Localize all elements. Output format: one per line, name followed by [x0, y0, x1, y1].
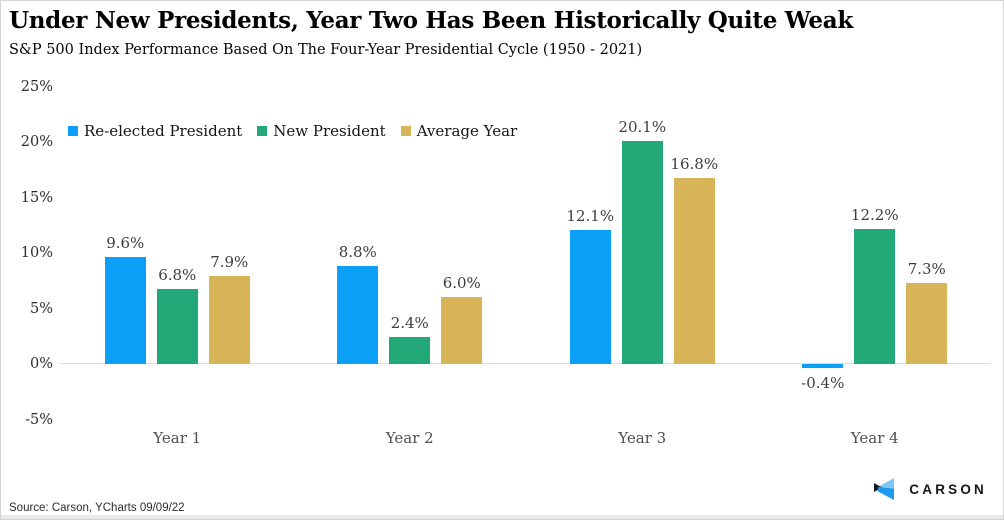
y-axis-tick-label: -5%: [25, 411, 53, 428]
bar-value-label: 6.8%: [158, 265, 197, 284]
bar-average-year-year-4: [906, 282, 948, 364]
brand-logo: CARSON: [874, 478, 987, 501]
chart-title: Under New Presidents, Year Two Has Been …: [9, 7, 853, 34]
bar-value-label: 7.3%: [907, 259, 946, 278]
bar-value-label: 20.1%: [618, 117, 667, 136]
y-axis-tick-label: 0%: [29, 356, 53, 372]
legend-item-new-president: New President: [257, 122, 386, 140]
y-axis-tick-label: 10%: [20, 245, 53, 261]
legend-label: Re-elected President: [84, 122, 243, 140]
x-axis-label-year-3: Year 3: [618, 429, 667, 447]
bar-value-label: 16.8%: [670, 154, 719, 173]
brand-wordmark: CARSON: [909, 482, 987, 497]
bar-re-elected-president-year-3: [569, 229, 611, 364]
bar-value-label: 12.1%: [566, 206, 615, 225]
bottom-strip: [1, 515, 1003, 519]
bar-value-label: 9.6%: [106, 234, 145, 253]
bar-new-president-year-1: [156, 288, 198, 364]
y-axis-tick-label: 25%: [20, 78, 53, 95]
x-axis-label-year-2: Year 2: [385, 429, 434, 447]
bar-new-president-year-3: [621, 140, 663, 364]
legend-item-average-year: Average Year: [400, 122, 518, 140]
bar-re-elected-president-year-1: [104, 257, 146, 364]
bar-value-label: -0.4%: [801, 374, 845, 393]
x-axis-label-year-1: Year 1: [153, 429, 202, 447]
carson-logo-icon: [874, 478, 895, 500]
y-axis-tick-label: 5%: [29, 300, 53, 317]
chart-legend: Re-elected President New President Average…: [68, 122, 517, 140]
x-axis-label-year-4: Year 4: [850, 429, 899, 447]
y-axis-tick-label: 20%: [20, 134, 53, 150]
bar-value-label: 7.9%: [210, 253, 249, 272]
bar-value-label: 12.2%: [850, 205, 899, 224]
bar-value-label: 2.4%: [390, 314, 429, 333]
bar-average-year-year-3: [673, 177, 715, 364]
source-note: Source: Carson, YCharts 09/09/22: [9, 502, 185, 514]
legend-swatch-icon: [257, 126, 268, 136]
legend-swatch-icon: [68, 126, 78, 136]
bar-average-year-year-1: [208, 276, 250, 364]
bar-new-president-year-4: [854, 228, 896, 364]
bar-value-label: 6.0%: [442, 274, 481, 293]
legend-label: Average Year: [416, 122, 518, 140]
legend-label: New President: [273, 122, 386, 140]
bar-average-year-year-2: [441, 297, 483, 364]
zero-gridline: [61, 363, 991, 364]
y-axis-tick-label: 15%: [20, 189, 53, 206]
legend-swatch-icon: [400, 126, 411, 136]
bar-value-label: 8.8%: [338, 243, 377, 262]
chart-subtitle: S&P 500 Index Performance Based On The F…: [9, 42, 643, 58]
bar-new-president-year-2: [389, 337, 431, 364]
legend-item-re-elected-president: Re-elected President: [68, 122, 242, 140]
bar-re-elected-president-year-4: [802, 364, 844, 369]
bar-re-elected-president-year-2: [337, 266, 379, 364]
